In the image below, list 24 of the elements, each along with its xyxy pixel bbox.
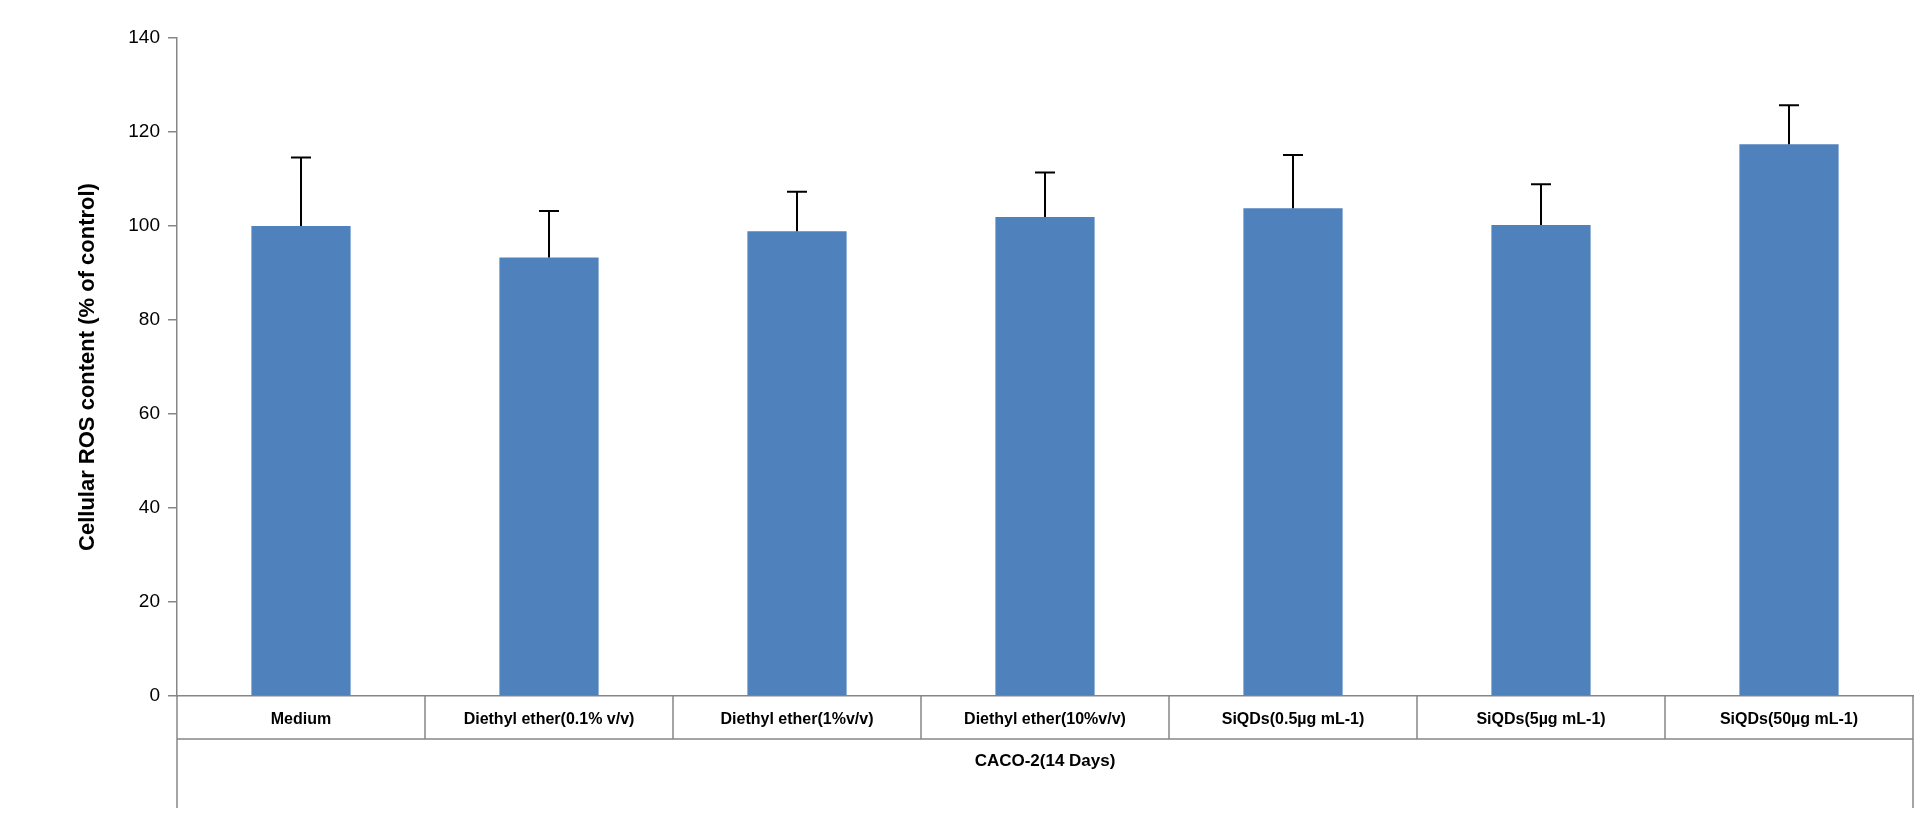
y-tick-label: 100 — [128, 214, 160, 236]
x-tick-label: SiQDs(50µg mL-1) — [1719, 710, 1859, 728]
y-tick-label: 0 — [149, 684, 160, 706]
bar — [251, 226, 351, 696]
y-tick-label: 40 — [138, 496, 160, 518]
bar — [747, 231, 847, 696]
y-tick-label: 140 — [128, 26, 160, 48]
bar — [499, 257, 599, 696]
x-tick-label: SiQDs(5µg mL-1) — [1476, 710, 1606, 728]
x-tick-label: SiQDs(0.5µg mL-1) — [1221, 710, 1365, 728]
bar — [1491, 225, 1591, 696]
bar — [1243, 208, 1343, 696]
bar — [1739, 144, 1839, 696]
y-tick-label: 80 — [138, 308, 160, 330]
bar — [995, 217, 1095, 696]
x-axis-title: CACO-2(14 Days) — [974, 750, 1116, 770]
x-tick-label: Diethyl ether(0.1% v/v) — [463, 710, 635, 728]
y-axis-title: Cellular ROS content (% of control) — [74, 183, 100, 551]
x-tick-label: Diethyl ether(10%v/v) — [964, 710, 1126, 728]
y-tick-label: 20 — [138, 590, 160, 612]
x-tick-label: Medium — [270, 710, 332, 728]
y-tick-label: 120 — [128, 120, 160, 142]
y-tick-label: 60 — [138, 402, 160, 424]
x-tick-label: Diethyl ether(1%v/v) — [720, 710, 874, 728]
